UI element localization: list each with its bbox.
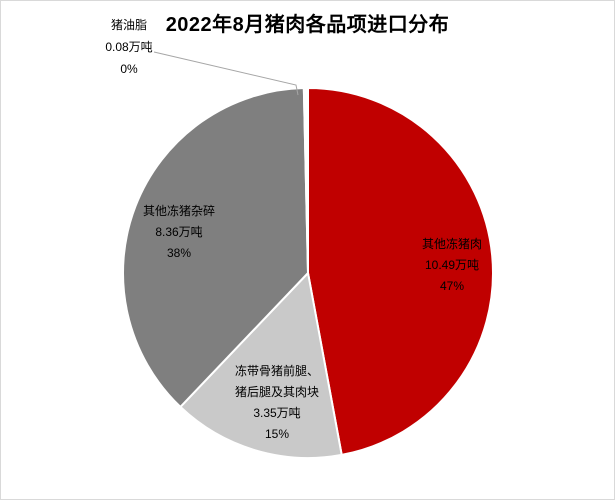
label-pork-amount: 10.49万吨 (424, 258, 480, 272)
label-other-frozen-pork: 其他冻猪肉 10.49万吨 47% (422, 234, 482, 297)
label-pork-fat-name: 猪油脂 (110, 18, 148, 32)
label-pork-fat-callout: 猪油脂 0.08万吨 0% (105, 14, 152, 80)
label-pork-name: 其他冻猪肉 (421, 237, 483, 251)
callout-leader-line (153, 51, 299, 96)
pie-slice-2 (179, 272, 343, 459)
pie-slice-4 (302, 87, 309, 274)
label-legs-name-line1: 冻带骨猪前腿、 (234, 364, 320, 378)
label-offal-percent: 38% (166, 246, 192, 260)
pie-slice-1 (307, 87, 494, 456)
chart-title: 2022年8月猪肉各品项进口分布 (165, 14, 450, 36)
label-pork-fat-percent: 0% (120, 62, 138, 76)
pie-slice-3 (122, 87, 309, 408)
label-offal-amount: 8.36万吨 (155, 225, 203, 239)
label-legs-name-line2: 猪后腿及其肉块 (234, 385, 320, 399)
label-frozen-leg-cuts: 冻带骨猪前腿、 猪后腿及其肉块 3.35万吨 15% (235, 361, 319, 445)
label-pork-percent: 47% (439, 279, 465, 293)
label-other-frozen-offal: 其他冻猪杂碎 8.36万吨 38% (143, 201, 215, 264)
label-offal-name: 其他冻猪杂碎 (142, 204, 216, 218)
pie-slices (122, 87, 494, 459)
label-pork-fat-amount: 0.08万吨 (105, 40, 153, 54)
label-legs-percent: 15% (264, 427, 290, 441)
label-legs-amount: 3.35万吨 (253, 406, 301, 420)
